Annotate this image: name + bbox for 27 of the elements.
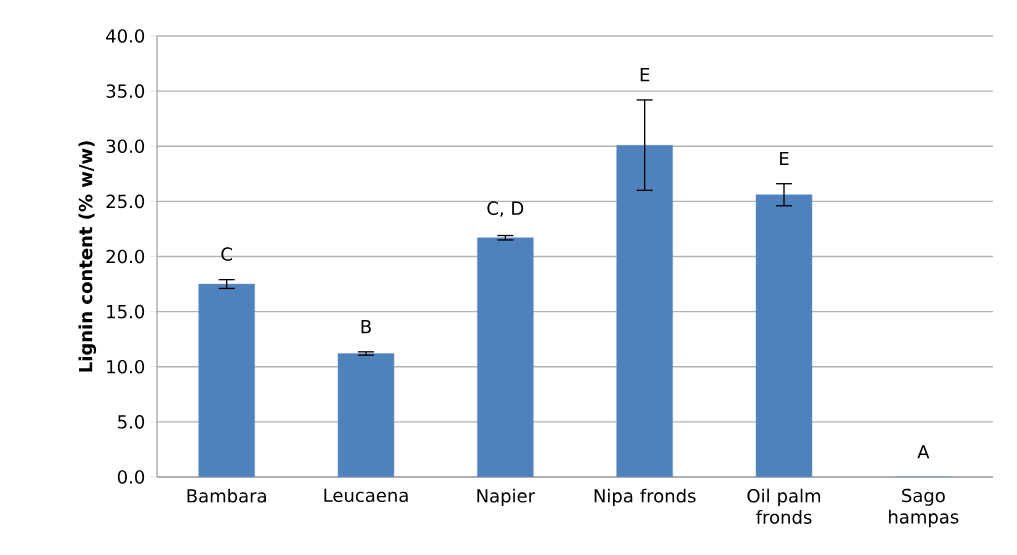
x-tick-label: Bambara — [187, 488, 266, 503]
y-tick-label: 35.0 — [106, 84, 145, 98]
bar — [198, 283, 255, 477]
x-tick-label: Nipa fronds — [594, 488, 696, 507]
bar — [337, 353, 395, 477]
annotation: C, D — [487, 201, 524, 217]
y-tick-label: 10.0 — [107, 359, 145, 374]
y-tick-label: 5.0 — [118, 415, 145, 429]
x-tick-label: Oil palm fronds — [747, 488, 821, 524]
y-tick-label: 25.0 — [106, 194, 145, 209]
bar — [477, 237, 534, 477]
annotation: B — [361, 320, 371, 334]
y-tick-label: 0.0 — [117, 470, 145, 484]
bar — [755, 194, 813, 477]
x-tick-label: Sago hampas — [889, 488, 959, 528]
annotation: E — [640, 68, 650, 82]
x-tick-label: Leucaena — [324, 488, 408, 503]
bar — [616, 144, 673, 477]
annotation: C — [221, 247, 232, 261]
y-axis-title: Lignin content (% w/w) — [78, 141, 97, 372]
x-tick-label: Napier — [477, 488, 536, 507]
y-tick-label: 30.0 — [106, 139, 145, 154]
y-tick-label: 15.0 — [107, 304, 145, 319]
annotation: E — [780, 151, 789, 166]
y-tick-label: 20.0 — [106, 249, 145, 264]
y-tick-label: 40.0 — [106, 29, 145, 43]
annotation: A — [917, 445, 930, 459]
